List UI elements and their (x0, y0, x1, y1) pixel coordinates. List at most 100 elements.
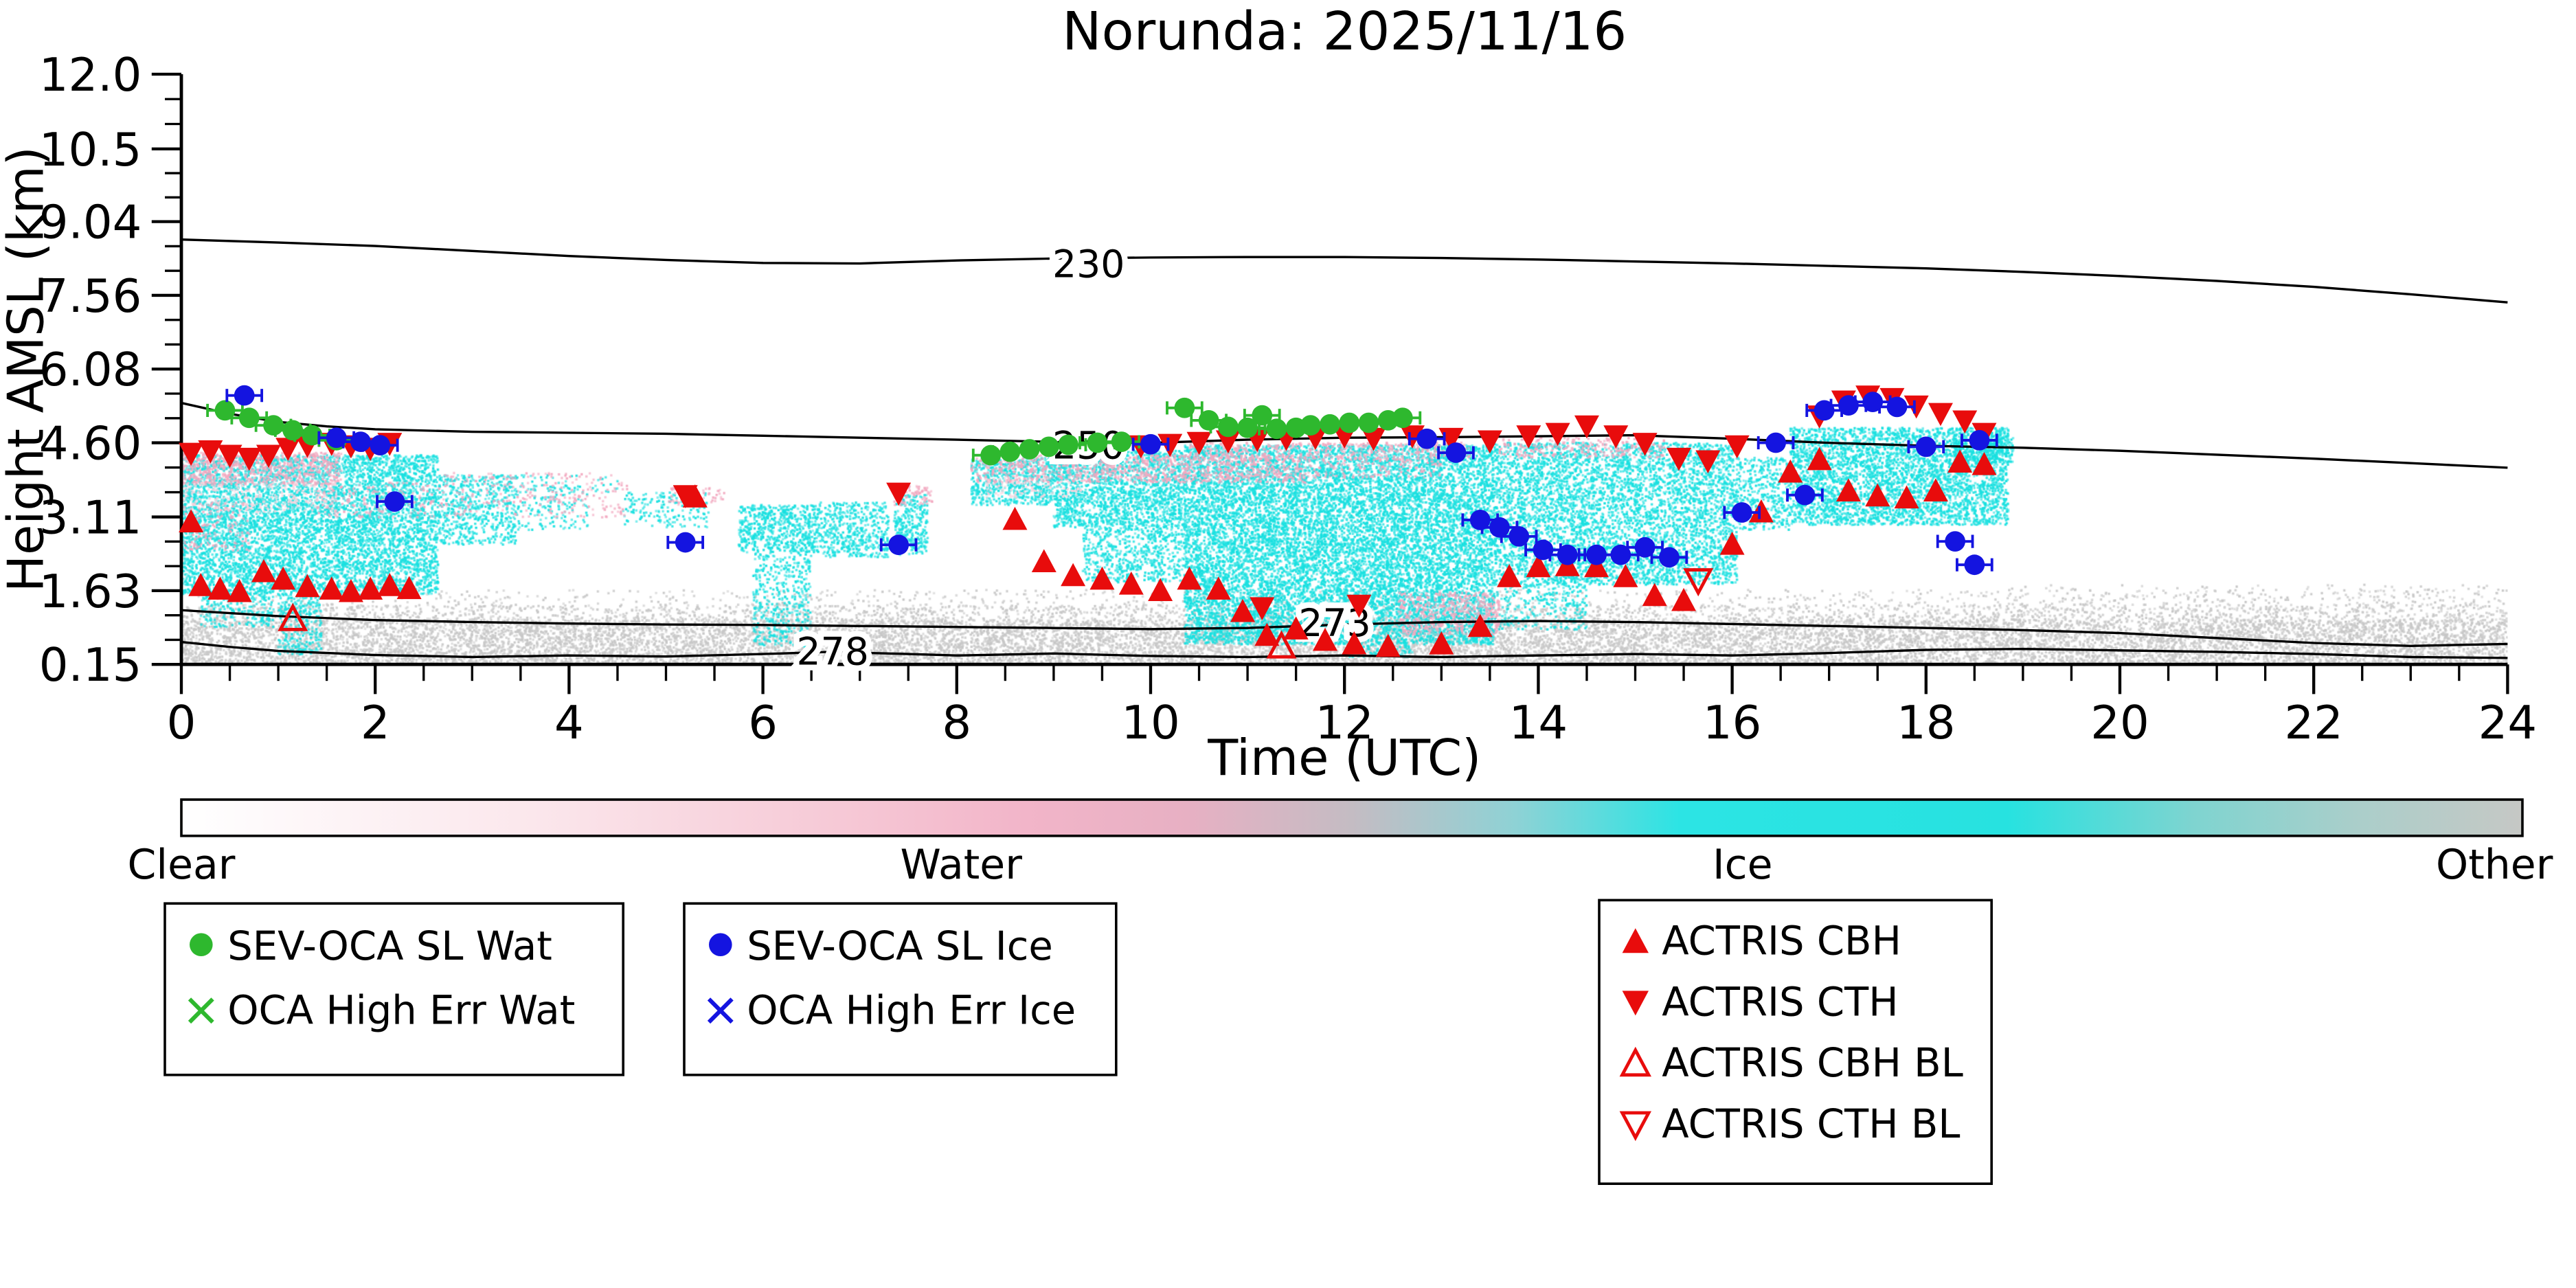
legend-label: ACTRIS CTH BL (1662, 1101, 1960, 1147)
scatter-sev-oca-sl-wat-point (263, 415, 284, 436)
colorbar-label-clear: Clear (128, 841, 236, 889)
colorbar-gradient-bar (180, 798, 2524, 837)
scatter-actris-cbh-point (1719, 531, 1745, 555)
scatter-sev-oca-sl-wat-point (1237, 417, 1258, 438)
scatter-actris-cbh-point (1312, 627, 1337, 651)
scatter-actris-cbh-point (295, 574, 320, 598)
scatter-sev-oca-sl-wat-point (1358, 412, 1379, 433)
scatter-sev-oca-sl-wat-point (1252, 405, 1273, 426)
phase-mask-canvas (181, 74, 2508, 665)
scatter-sev-oca-sl-ice-point (1509, 526, 1530, 547)
y-tick-label: 1.63 (39, 565, 142, 618)
scatter-sev-oca-sl-wat-point (238, 407, 260, 429)
y-tick-label: 9.04 (39, 196, 142, 249)
scatter-sev-oca-sl-ice-point (1969, 430, 1990, 451)
scatter-sev-oca-sl-wat-point (1198, 410, 1219, 431)
scatter-sev-oca-sl-wat-point (1087, 432, 1108, 453)
legend-label: OCA High Err Wat (227, 987, 575, 1033)
axes-spines (179, 74, 2508, 666)
scatter-sev-oca-sl-ice-point (1586, 544, 1607, 565)
scatter-sev-oca-sl-ice-point (1814, 400, 1835, 421)
scatter-sev-oca-sl-ice-point (1489, 517, 1510, 538)
scatter-actris-cbh-bl-point (278, 602, 308, 631)
scatter-actris-cth-point (1666, 447, 1691, 471)
scatter-actris-cbh-point (1497, 564, 1522, 587)
scatter-actris-cth-point (179, 442, 204, 466)
legend-ice-circle-icon (709, 933, 732, 956)
scatter-actris-cbh-point (1613, 564, 1638, 587)
x-tick-label: 14 (1509, 696, 1568, 749)
x-tick-label: 4 (554, 696, 584, 749)
contour-label-278: 278 (797, 631, 869, 675)
colorbar-label-water: Water (901, 841, 1023, 889)
scatter-sev-oca-sl-ice-point (1945, 531, 1966, 552)
scatter-sev-oca-sl-ice-point (1964, 554, 1985, 576)
scatter-sev-oca-sl-ice-point (1838, 395, 1859, 416)
legend-label: SEV-OCA SL Ice (747, 923, 1053, 969)
x-tick-label: 20 (2090, 696, 2149, 749)
scatter-actris-cbh-point (1923, 478, 1948, 502)
scatter-actris-cbh-point (358, 576, 383, 600)
scatter-actris-cbh-point (1526, 554, 1551, 578)
legend-cbh-bl-open-triangle-up-icon (1619, 1046, 1652, 1077)
scatter-actris-cbh-point (1584, 554, 1609, 578)
x-tick-label: 6 (748, 696, 778, 749)
scatter-sev-oca-sl-ice-point (1886, 396, 1908, 418)
scatter-actris-cth-point (1250, 597, 1275, 621)
scatter-actris-cbh-point (1089, 566, 1115, 590)
colorbar-label-other: Other (2436, 841, 2553, 889)
scatter-actris-cbh-point (179, 509, 204, 532)
x-tick-label: 10 (1121, 696, 1180, 749)
y-tick-label: 10.5 (39, 123, 142, 177)
scatter-sev-oca-sl-wat-point (1058, 434, 1078, 455)
legend-label: ACTRIS CBH BL (1662, 1040, 1963, 1086)
x-axis-label: Time (UTC) (1207, 729, 1481, 787)
scatter-sev-oca-sl-wat-point (282, 420, 304, 441)
scatter-actris-cth-point (1361, 427, 1386, 451)
scatter-actris-cbh-point (1375, 633, 1401, 657)
legend-cth-bl-open-triangle-down-icon (1619, 1111, 1652, 1142)
contour-line-278 (181, 640, 2508, 659)
y-tick-label: 6.08 (39, 343, 142, 396)
legend-box-water-frame (163, 902, 625, 1076)
scatter-sev-oca-sl-ice-point (1469, 510, 1491, 530)
scatter-actris-cbh-point (1230, 598, 1256, 622)
legend-label: ACTRIS CBH (1662, 918, 1901, 964)
scatter-sev-oca-sl-ice-point (1915, 436, 1936, 457)
scatter-actris-cbh-point (1865, 483, 1890, 507)
scatter-actris-cth-point (198, 440, 223, 464)
scatter-actris-cth-point (1545, 422, 1570, 447)
y-tick-label: 4.60 (39, 417, 142, 471)
scatter-actris-cth-point (1903, 395, 1929, 419)
scatter-actris-cth-point (1724, 435, 1750, 459)
legend-box-ice-frame (683, 902, 1118, 1076)
y-tick-label: 7.56 (39, 269, 142, 323)
y-tick-label: 12.0 (39, 48, 142, 102)
colorbar: Clear Water Ice Other (128, 798, 2553, 889)
scatter-sev-oca-sl-ice-point (1765, 432, 1786, 453)
scatter-actris-cbh-point (1429, 631, 1454, 655)
legend-ice-x-icon (707, 997, 734, 1024)
scatter-actris-cbh-point (319, 576, 344, 600)
scatter-actris-cbh-point (1807, 447, 1832, 471)
scatter-actris-cth-point (1632, 433, 1658, 456)
scatter-actris-cbh-point (1283, 616, 1309, 640)
scatter-actris-cth-point (1157, 433, 1183, 457)
scatter-actris-cth-point (1695, 450, 1721, 474)
x-tick-label: 8 (942, 696, 971, 749)
x-tick-label: 16 (1703, 696, 1762, 749)
scatter-actris-cth-point (886, 482, 912, 506)
scatter-sev-oca-sl-ice-point (1445, 442, 1467, 463)
scatter-sev-oca-sl-wat-point (1392, 407, 1413, 429)
scatter-actris-cth-point (1603, 425, 1629, 449)
scatter-actris-cth-point (1399, 425, 1425, 449)
scatter-sev-oca-sl-wat-point (1218, 416, 1239, 438)
scatter-actris-cth-point (275, 438, 301, 461)
scatter-actris-cth-point (1477, 430, 1502, 454)
scatter-sev-oca-sl-wat-point (1038, 436, 1059, 457)
scatter-actris-cbh-point (396, 576, 422, 600)
scatter-actris-cbh-point (1947, 449, 1973, 473)
scatter-actris-cbh-point (207, 576, 233, 600)
